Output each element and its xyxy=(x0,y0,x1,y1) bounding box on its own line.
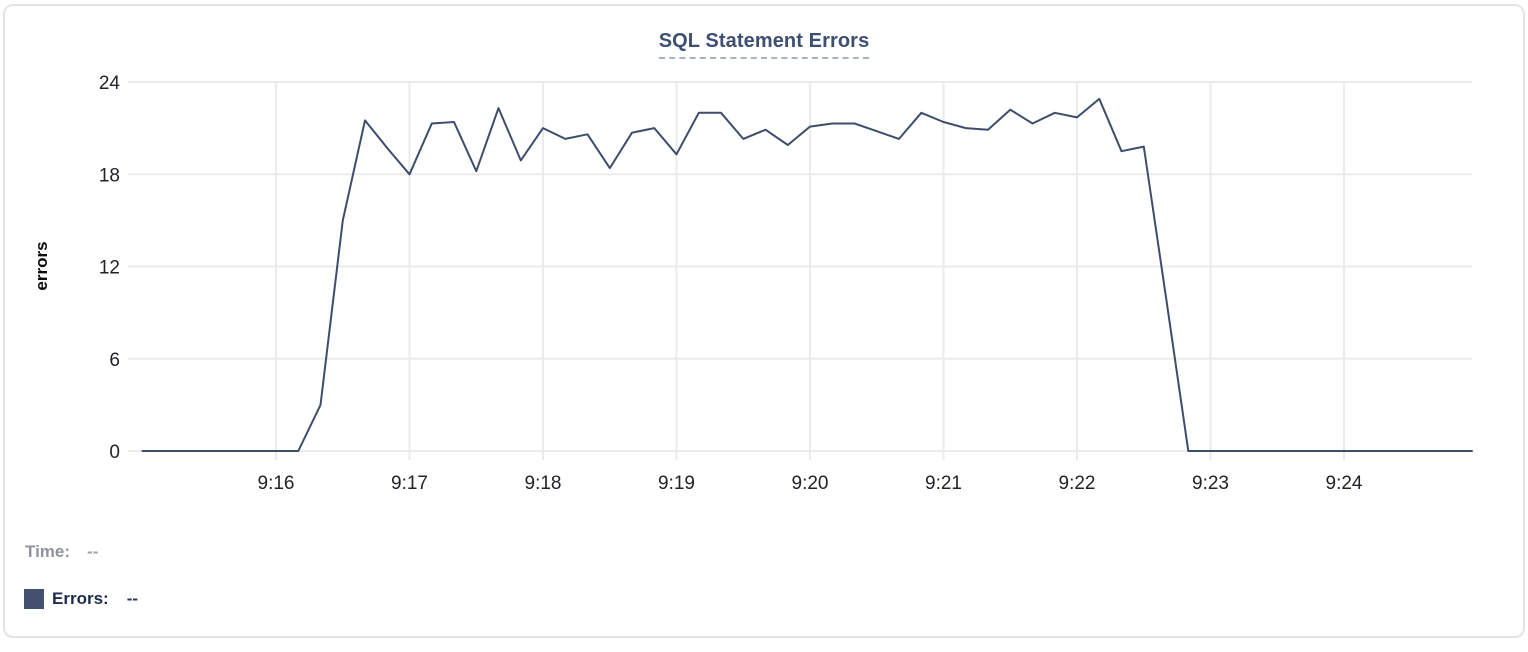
svg-text:0: 0 xyxy=(109,442,120,463)
x-gridlines xyxy=(275,82,1345,460)
chart-title[interactable]: SQL Statement Errors xyxy=(658,30,870,59)
time-value: -- xyxy=(87,542,99,561)
errors-series-swatch xyxy=(24,589,44,609)
svg-text:9:18: 9:18 xyxy=(525,473,562,494)
y-gridlines xyxy=(128,81,1472,452)
y-axis-title: errors xyxy=(32,241,51,290)
svg-text:18: 18 xyxy=(99,165,120,186)
svg-text:9:24: 9:24 xyxy=(1326,473,1363,494)
errors-line-chart[interactable]: 0 6 12 18 24 9:16 9:17 9:18 9:19 9:20 9:21 9:22 9:23… xyxy=(0,0,1528,505)
svg-text:9:16: 9:16 xyxy=(258,473,295,494)
x-axis-labels: 9:16 9:17 9:18 9:19 9:20 9:21 9:22 9:23 9:24 xyxy=(258,473,1363,494)
y-axis-labels: 0 6 12 18 24 xyxy=(99,73,121,463)
chart-header: SQL Statement Errors xyxy=(0,30,1528,59)
svg-text:12: 12 xyxy=(99,258,120,279)
chart-card xyxy=(3,4,1525,638)
svg-text:6: 6 xyxy=(109,350,120,371)
svg-text:9:21: 9:21 xyxy=(925,473,962,494)
svg-text:9:17: 9:17 xyxy=(391,473,428,494)
tooltip-time-row: Time: -- xyxy=(25,542,98,562)
svg-text:9:20: 9:20 xyxy=(792,473,829,494)
svg-text:24: 24 xyxy=(99,73,121,94)
svg-text:9:19: 9:19 xyxy=(658,473,695,494)
errors-series-line[interactable] xyxy=(141,97,1473,452)
svg-text:9:23: 9:23 xyxy=(1192,473,1229,494)
errors-value: -- xyxy=(126,589,139,608)
tooltip-errors-row: Errors: -- xyxy=(24,589,138,609)
time-label: Time: xyxy=(25,542,71,561)
svg-text:9:22: 9:22 xyxy=(1059,473,1096,494)
errors-label: Errors: xyxy=(52,589,109,608)
